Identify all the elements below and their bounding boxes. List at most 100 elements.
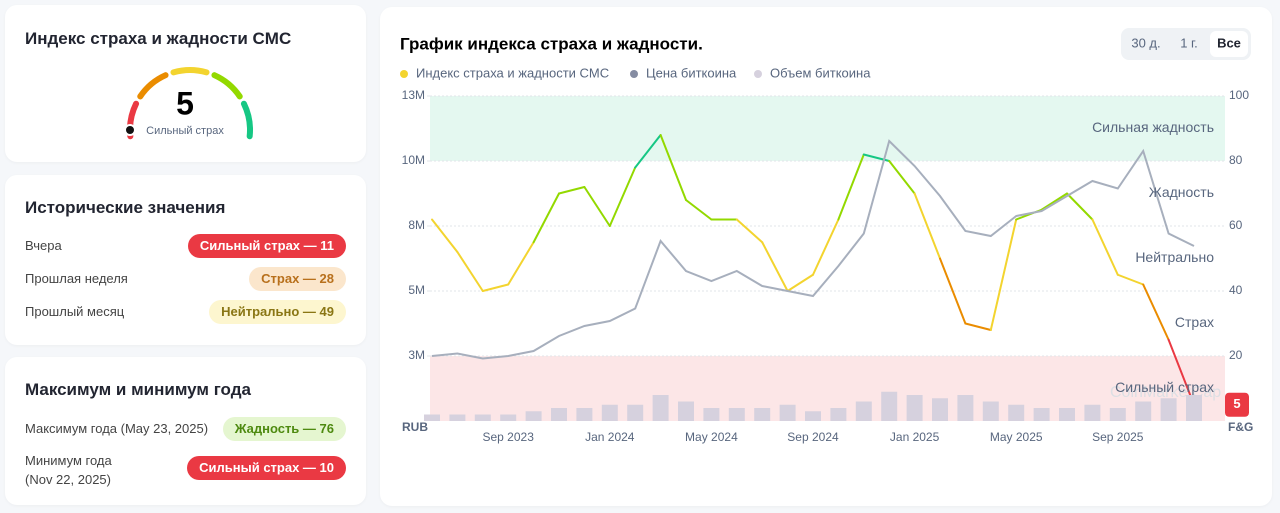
gauge-segment [137, 72, 169, 100]
card-title: Индекс страха и жадности CMC [25, 29, 292, 48]
chart: График индекса страха и жадности. 30 д. 1… [400, 28, 1253, 444]
chart-title: График индекса страха и жадности. [400, 34, 703, 53]
last-value-label: 5 [1233, 396, 1240, 411]
x-tick-label: Sep 2023 [483, 430, 535, 444]
y2-tick-label: 100 [1229, 88, 1249, 102]
fg-line-segment [812, 218, 840, 276]
volume-bar [1135, 401, 1152, 421]
fg-line-segment [685, 199, 713, 221]
gauge: 5 Сильный страх [124, 67, 253, 140]
fg-line-segment [1142, 283, 1170, 341]
fg-line-segment [1066, 192, 1094, 221]
badge: Страх — 28 [249, 267, 346, 291]
fg-line-segment [1116, 273, 1145, 286]
zone-label: Жадность [1149, 184, 1214, 200]
extremes-card: Максимум и минимум года Максимум года (M… [5, 357, 366, 505]
gauge-segment [211, 72, 243, 100]
fg-line-segment [608, 166, 637, 227]
y2-tick-label: 80 [1229, 153, 1243, 167]
volume-bar [805, 411, 821, 421]
history-card: Исторические значения Вчера Сильный стра… [5, 175, 366, 345]
volume-bar [1033, 408, 1050, 421]
tab-active[interactable] [1210, 31, 1248, 57]
x-tick-label: Jan 2024 [585, 430, 635, 444]
y-tick-label: 3M [408, 348, 425, 362]
zone-band [430, 96, 1225, 161]
x-tick-label: May 2024 [685, 430, 738, 444]
volume-bar [500, 414, 517, 421]
legend-label: Индекс страха и жадности CMC [416, 65, 609, 80]
fg-line-segment [659, 134, 687, 201]
y2-tick-label: 60 [1229, 218, 1243, 232]
badge: Сильный страх — 11 [187, 234, 346, 258]
legend-label: Цена биткоина [646, 65, 737, 80]
volume-bar [932, 398, 948, 421]
card-title: Исторические значения [25, 198, 226, 217]
gauge-segment [170, 67, 210, 76]
gauge-card: Индекс страха и жадности CMC 5 Сильный с… [5, 5, 366, 162]
price-line [431, 139, 1195, 360]
volume-bar [474, 414, 491, 421]
gauge-value: 5 [176, 85, 194, 121]
zone-band [430, 356, 1225, 421]
legend-dot [754, 70, 762, 78]
volume-bar [1059, 408, 1075, 421]
volume-bar [551, 408, 567, 421]
volume-bar [652, 395, 669, 421]
volume-bar [449, 414, 466, 421]
gauge-segment [240, 100, 253, 140]
fg-line-segment [634, 134, 662, 169]
x-tick-label: May 2025 [990, 430, 1043, 444]
y2-tick-label: 20 [1229, 348, 1243, 362]
volume-bar [957, 395, 974, 421]
last-value-badge [1225, 392, 1249, 417]
row-label: Максимум года (May 23, 2025) [25, 421, 209, 436]
tab[interactable]: 1 г. [1180, 35, 1198, 50]
y2-tick-label: 40 [1229, 283, 1243, 297]
badge: Сильный страх — 10 [187, 456, 346, 480]
fg-line-segment [431, 218, 459, 253]
y2-axis-unit: F&G [1228, 420, 1253, 434]
badge: Нейтрально — 49 [209, 300, 346, 324]
zone-label: Страх [1175, 314, 1214, 330]
volume-bar [703, 408, 720, 421]
fg-line-segment [481, 283, 510, 292]
volume-bar [881, 391, 898, 421]
tab[interactable]: 30 д. [1131, 35, 1160, 50]
fg-line-segment [913, 192, 941, 260]
volume-bar [1160, 398, 1177, 421]
volume-bar [779, 404, 796, 421]
volume-bar [830, 408, 847, 421]
fg-line-segment [583, 186, 611, 227]
zone-label: Сильный страх [1115, 379, 1214, 395]
volume-bar [906, 395, 923, 421]
legend-label: Объем биткоина [770, 65, 871, 80]
fg-line-segment [888, 160, 916, 195]
fg-line-segment [1167, 338, 1195, 406]
volume-bar [855, 401, 872, 421]
gauge-pointer [124, 124, 136, 136]
volume-bar [754, 408, 771, 421]
volume-bar [982, 401, 999, 421]
fg-line-segment [507, 241, 535, 286]
fg-line-segment [761, 241, 789, 292]
fg-line-segment [786, 273, 814, 292]
y-tick-label: 13M [402, 88, 425, 102]
volume-bar [678, 401, 694, 421]
volume-bar [1008, 404, 1025, 421]
fg-line-segment [532, 192, 560, 244]
fg-line-segment [558, 186, 586, 195]
row-label: Минимум года (Nov 22, 2025) [25, 453, 112, 487]
row-label: Вчера [25, 238, 62, 253]
row-label: Прошлый месяц [25, 304, 125, 319]
volume-bar [1186, 395, 1202, 421]
volume-bar [627, 404, 644, 421]
y-axis-unit: RUB [402, 420, 428, 434]
zone-label: Сильная жадность [1092, 119, 1214, 135]
fg-line-segment [735, 218, 764, 244]
fg-line-segment [456, 251, 484, 292]
volume-bar [576, 408, 593, 421]
y-tick-label: 8M [408, 218, 425, 232]
tab[interactable]: Все [1217, 35, 1241, 50]
